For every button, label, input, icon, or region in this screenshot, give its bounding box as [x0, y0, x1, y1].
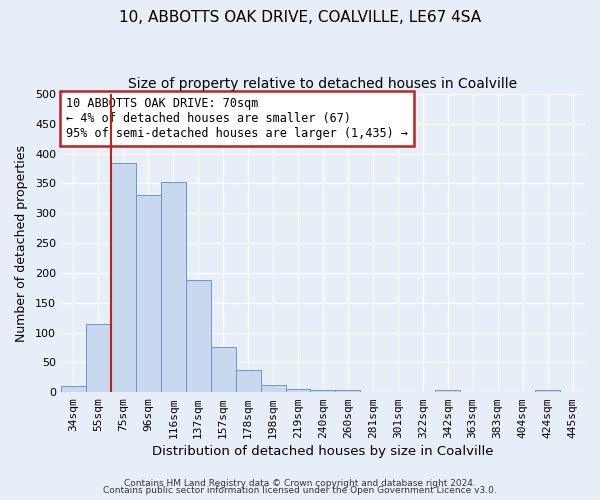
X-axis label: Distribution of detached houses by size in Coalville: Distribution of detached houses by size … [152, 444, 494, 458]
Bar [86, 324, 111, 392]
Bar [236, 370, 260, 392]
Bar [136, 196, 161, 392]
Text: Contains public sector information licensed under the Open Government Licence v3: Contains public sector information licen… [103, 486, 497, 495]
Bar [61, 386, 86, 392]
Bar [260, 385, 286, 392]
Y-axis label: Number of detached properties: Number of detached properties [15, 144, 28, 342]
Bar [310, 390, 335, 392]
Bar [161, 182, 186, 392]
Text: 10 ABBOTTS OAK DRIVE: 70sqm
← 4% of detached houses are smaller (67)
95% of semi: 10 ABBOTTS OAK DRIVE: 70sqm ← 4% of deta… [66, 97, 408, 140]
Text: Contains HM Land Registry data © Crown copyright and database right 2024.: Contains HM Land Registry data © Crown c… [124, 478, 476, 488]
Bar [211, 347, 236, 392]
Bar [335, 390, 361, 392]
Bar [535, 390, 560, 392]
Bar [111, 162, 136, 392]
Bar [286, 388, 310, 392]
Text: 10, ABBOTTS OAK DRIVE, COALVILLE, LE67 4SA: 10, ABBOTTS OAK DRIVE, COALVILLE, LE67 4… [119, 10, 481, 25]
Bar [186, 280, 211, 392]
Title: Size of property relative to detached houses in Coalville: Size of property relative to detached ho… [128, 78, 518, 92]
Bar [435, 390, 460, 392]
